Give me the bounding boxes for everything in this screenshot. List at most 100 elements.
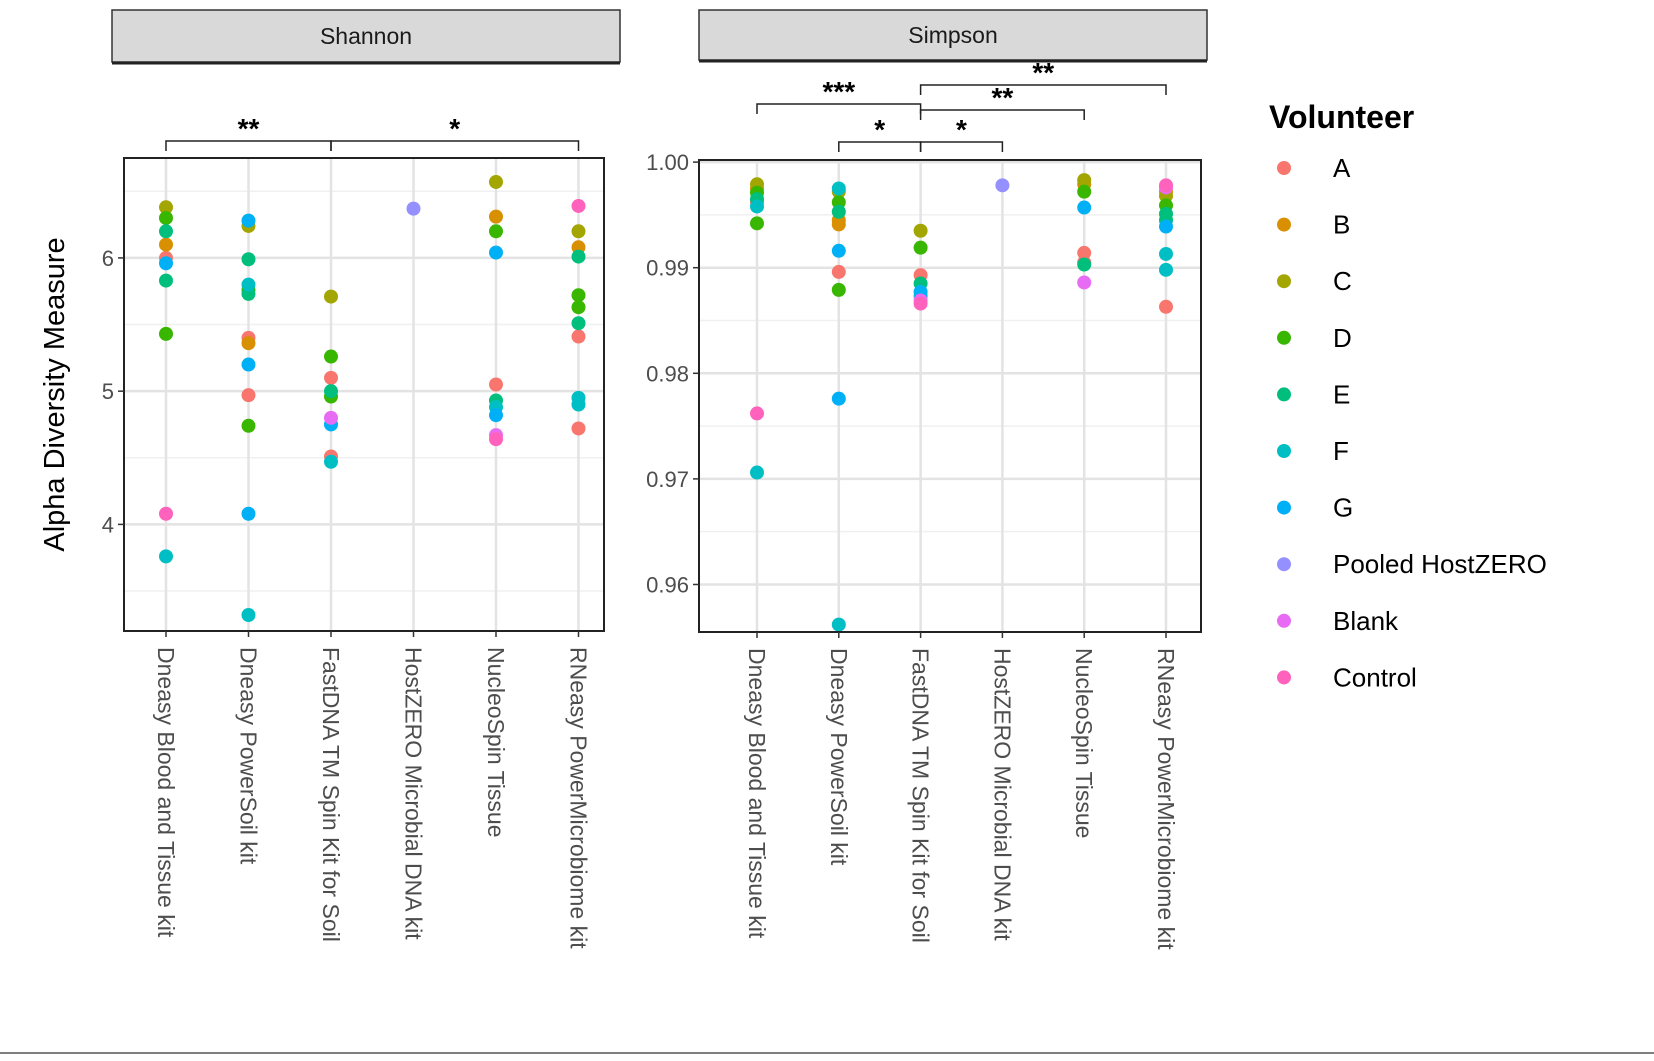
- legend-key-b: [1277, 217, 1291, 232]
- point-f: [1159, 246, 1173, 261]
- legend-item: Control: [1277, 662, 1417, 692]
- legend-title: Volunteer: [1269, 99, 1414, 135]
- panel-simpson: Simpson 0.96 0.97 0.98 0.99 1.00 Dneasy Blood …: [646, 9, 1208, 950]
- significance-label: *: [874, 114, 885, 145]
- point-e: [324, 384, 338, 399]
- significance-bracket: **: [919, 82, 1085, 120]
- point-control: [750, 406, 764, 421]
- point-g: [241, 506, 256, 521]
- x-tick-label: NucleoSpin Tissue: [483, 647, 509, 838]
- point-g: [489, 408, 503, 423]
- legend-key-a: [1277, 161, 1291, 175]
- significance-bracket: *: [838, 114, 922, 152]
- point-f: [571, 397, 586, 412]
- significance-label: *: [449, 113, 460, 144]
- point-e: [1077, 257, 1092, 272]
- point-b: [159, 237, 173, 252]
- bracket-line: [756, 103, 922, 114]
- point-f: [750, 465, 764, 480]
- legend-key-c: [1277, 274, 1291, 289]
- legend-label: Pooled HostZERO: [1333, 549, 1547, 579]
- point-d: [159, 326, 173, 341]
- y-tick-label: 6: [102, 246, 114, 271]
- point-d: [571, 288, 586, 303]
- point-d: [571, 300, 586, 315]
- point-g: [831, 243, 846, 258]
- point-g: [241, 357, 256, 372]
- point-g: [241, 213, 256, 228]
- legend-label: F: [1333, 436, 1349, 466]
- point-c: [913, 223, 928, 238]
- point-g: [1077, 200, 1092, 215]
- bracket-line: [330, 140, 580, 151]
- legend-label: D: [1333, 323, 1352, 353]
- legend-key-g: [1277, 500, 1291, 515]
- legend-label: E: [1333, 379, 1350, 409]
- x-tick-label: Dneasy PowerSoil kit: [826, 648, 852, 866]
- point-control: [571, 198, 586, 213]
- point-control: [159, 506, 173, 521]
- point-c: [324, 289, 338, 304]
- point-a: [1159, 299, 1173, 314]
- point-blank: [1077, 275, 1092, 290]
- x-tick-label: FastDNA TM Spin Kit for Soil: [318, 647, 344, 942]
- facet-strip: [111, 9, 621, 63]
- point-c: [489, 174, 503, 189]
- point-f: [831, 617, 846, 632]
- legend-key-e: [1277, 387, 1291, 402]
- point-control: [913, 296, 928, 311]
- point-b: [831, 217, 846, 232]
- significance-bracket: **: [165, 113, 332, 151]
- x-tick-label: RNeasy PowerMicrobiome kit: [566, 647, 592, 949]
- point-c: [1077, 173, 1092, 188]
- significance-label: *: [956, 114, 967, 145]
- legend-key-d: [1277, 330, 1291, 345]
- legend-label: C: [1333, 266, 1352, 296]
- legend-item: C: [1277, 266, 1352, 296]
- legend-label: A: [1333, 153, 1351, 183]
- y-tick-label: 0.97: [646, 467, 689, 492]
- point-d: [831, 282, 846, 297]
- panel-border: [123, 157, 605, 632]
- point-pooled-hostzero: [406, 201, 421, 216]
- significance-bracket: **: [919, 57, 1167, 95]
- point-e: [571, 249, 586, 264]
- y-tick-label: 0.98: [646, 361, 689, 386]
- bracket-line: [919, 141, 1004, 152]
- point-b: [489, 209, 503, 224]
- y-axis-title: Alpha Diversity Measure: [39, 237, 71, 551]
- point-f: [750, 199, 764, 214]
- legend-item: E: [1277, 379, 1350, 409]
- point-f: [241, 608, 256, 623]
- y-tick-label: 0.99: [646, 256, 689, 281]
- significance-bracket: *: [330, 113, 580, 151]
- legend-item: G: [1277, 493, 1353, 523]
- point-c: [571, 224, 586, 239]
- legend-key-f: [1277, 444, 1291, 458]
- significance-label: **: [1032, 57, 1054, 88]
- y-tick-label: 4: [102, 512, 114, 537]
- y-tick-label: 1.00: [646, 150, 689, 175]
- facet-strip: [698, 9, 1208, 61]
- point-g: [159, 256, 173, 271]
- y-tick-label: 0.96: [646, 572, 689, 597]
- legend-item: D: [1277, 323, 1352, 353]
- legend-item: Pooled HostZERO: [1277, 549, 1547, 579]
- point-a: [241, 388, 256, 403]
- significance-label: ***: [822, 76, 855, 107]
- point-d: [159, 210, 173, 225]
- point-a: [324, 370, 338, 385]
- x-tick-label: NucleoSpin Tissue: [1071, 648, 1097, 839]
- x-tick-label: HostZERO Microbial DNA kit: [401, 647, 427, 940]
- x-tick-label: Dneasy Blood and Tissue kit: [153, 647, 179, 938]
- x-tick-label: Dneasy PowerSoil kit: [236, 647, 262, 865]
- significance-label: **: [238, 113, 260, 144]
- point-blank: [324, 410, 338, 425]
- panel-background: [124, 158, 604, 631]
- point-e: [159, 224, 173, 239]
- legend-item: B: [1277, 210, 1350, 240]
- facet-title: Simpson: [908, 22, 997, 48]
- point-c: [159, 200, 173, 215]
- legend-item: F: [1277, 436, 1349, 466]
